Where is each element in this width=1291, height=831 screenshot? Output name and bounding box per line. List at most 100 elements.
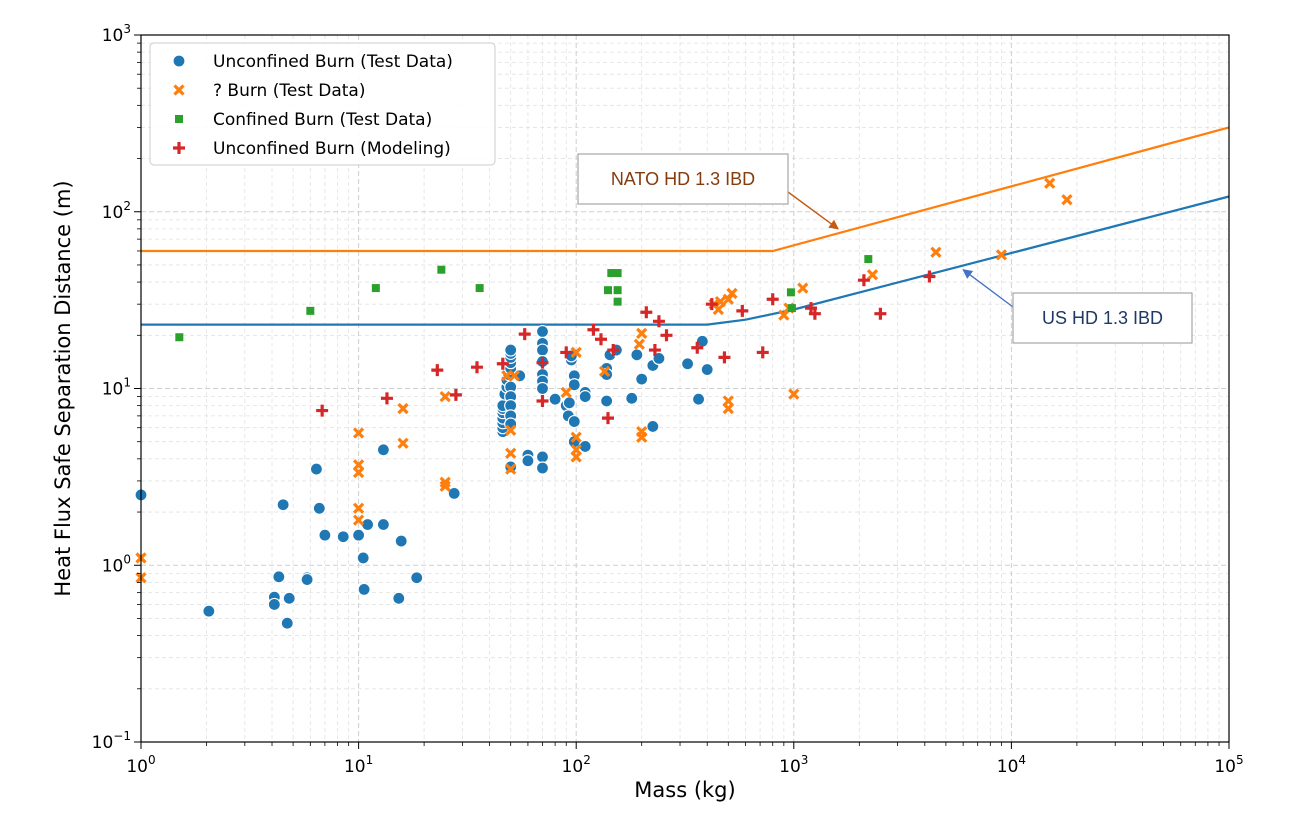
data-point [766, 293, 779, 306]
data-point [1061, 194, 1073, 206]
data-point [722, 402, 734, 415]
data-point [680, 357, 695, 371]
data-point [535, 450, 550, 464]
data-point [594, 333, 607, 346]
y-tick-label: 103 [102, 22, 131, 46]
data-point [1044, 177, 1056, 189]
data-point [536, 356, 549, 369]
data-point [607, 344, 620, 357]
x-tick-label: 100 [126, 753, 155, 777]
data-point [613, 269, 622, 278]
data-point [578, 389, 592, 404]
annotation-label: US HD 1.3 IBD [1042, 308, 1163, 328]
data-point [505, 447, 517, 459]
data-point [172, 54, 186, 68]
data-point [636, 327, 648, 340]
data-point [449, 388, 462, 401]
data-point [607, 269, 616, 278]
data-point [923, 270, 936, 283]
data-point [202, 604, 216, 618]
data-point [397, 402, 409, 415]
data-point [700, 362, 714, 377]
data-point [300, 572, 314, 587]
legend-entry-label: ? Burn (Test Data) [213, 81, 365, 101]
data-point [630, 348, 644, 362]
data-point [352, 514, 365, 526]
x-tick-label: 104 [997, 753, 1026, 777]
data-point [633, 338, 645, 350]
data-point [536, 394, 549, 407]
annotation-arrow [787, 191, 840, 230]
data-point [535, 324, 550, 339]
data-point [636, 431, 648, 443]
data-point [866, 269, 879, 281]
data-point [598, 365, 611, 378]
data-point [535, 461, 550, 475]
data-point [648, 344, 661, 357]
guideline-series [141, 126, 1230, 326]
data-point [587, 323, 600, 336]
data-point [357, 582, 371, 597]
data-point [376, 517, 390, 532]
data-point [691, 392, 706, 406]
data-point [392, 591, 406, 605]
data-point [548, 392, 562, 406]
data-point [600, 394, 614, 408]
data-point [447, 486, 461, 500]
legend-entry-label: Unconfined Burn (Modeling) [213, 139, 451, 159]
data-point [173, 84, 185, 96]
data-point [705, 298, 718, 311]
data-point [560, 386, 572, 399]
data-point [857, 274, 870, 287]
data-point [410, 571, 424, 585]
data-point [276, 498, 290, 512]
data-point [521, 454, 535, 468]
data-point [439, 480, 451, 492]
legend-entry-label: Confined Burn (Test Data) [213, 110, 432, 130]
data-point [864, 255, 873, 264]
axis-ticks [134, 34, 1230, 749]
y-tick-label: 101 [102, 376, 131, 400]
data-points [134, 177, 1073, 630]
data-point [309, 462, 324, 476]
data-point [496, 357, 509, 370]
data-point [613, 297, 622, 306]
y-tick-labels: 10−1 100 101 102 103 [92, 22, 131, 753]
data-point [640, 306, 653, 319]
annotation-label: NATO HD 1.3 IBD [611, 169, 755, 189]
annotation-arrow [962, 269, 1014, 308]
data-point [352, 528, 366, 542]
data-point [718, 351, 731, 364]
x-tick-label: 105 [1214, 753, 1243, 777]
data-point [625, 391, 639, 405]
data-point [356, 551, 370, 565]
data-point [995, 249, 1008, 261]
data-point [567, 378, 581, 392]
data-point [475, 284, 484, 293]
data-point [562, 396, 576, 410]
data-point [352, 427, 365, 439]
data-point [272, 570, 286, 584]
data-point [603, 286, 612, 295]
data-point [930, 246, 942, 258]
y-tick-label: 10−1 [92, 729, 131, 753]
data-point [267, 597, 281, 612]
x-axis-label: Mass (kg) [634, 778, 735, 802]
x-tick-label: 102 [562, 753, 591, 777]
data-point [312, 501, 326, 515]
data-point [316, 404, 329, 417]
data-point [336, 530, 350, 544]
data-point [173, 142, 185, 154]
data-point [318, 528, 332, 542]
data-point [508, 370, 521, 382]
y-tick-label: 102 [102, 199, 131, 223]
data-point [712, 303, 724, 316]
legend: Unconfined Burn (Test Data) ? Burn (Test … [149, 42, 496, 166]
data-point [371, 284, 380, 293]
annotation-box [1012, 292, 1193, 344]
data-point [352, 466, 365, 479]
data-point [613, 286, 622, 295]
series-line [141, 126, 1230, 253]
data-point [504, 343, 518, 357]
